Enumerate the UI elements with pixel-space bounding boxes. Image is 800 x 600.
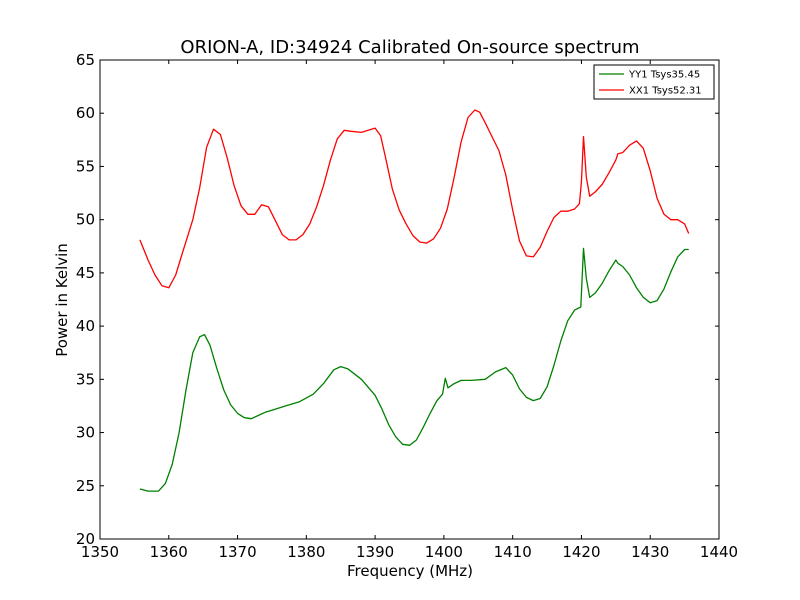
x-axis-label: Frequency (MHz)	[347, 562, 473, 580]
x-tick-label: 1390	[356, 543, 394, 561]
plot-area	[100, 60, 719, 539]
legend-label-yy1: YY1 Tsys35.45	[628, 70, 700, 81]
y-tick-label: 40	[76, 317, 95, 335]
y-tick-label: 65	[76, 51, 95, 69]
y-tick-label: 25	[76, 477, 95, 495]
x-tick-label: 1350	[81, 543, 119, 561]
plot-frame	[99, 59, 720, 540]
series-line-yy1	[139, 247, 689, 492]
y-tick-label: 35	[76, 370, 95, 388]
y-tick-label: 55	[76, 157, 95, 175]
legend-label-xx1: XX1 Tsys52.31	[629, 86, 702, 97]
x-tick-label: 1360	[150, 543, 188, 561]
x-tick-label: 1400	[425, 543, 463, 561]
legend-box	[593, 64, 715, 100]
x-tick-label: 1430	[631, 543, 669, 561]
y-tick-label: 20	[76, 530, 95, 548]
y-axis: 20 25 30 35 40 45 50 55 60 65	[76, 51, 719, 548]
x-tick-label: 1380	[287, 543, 325, 561]
y-tick-label: 45	[76, 264, 95, 282]
x-tick-label: 1440	[700, 543, 738, 561]
x-axis: 1350 1360 1370 1380 1390 1400 1410 1420 1430 1440	[81, 60, 738, 561]
x-tick-label: 1370	[218, 543, 256, 561]
y-tick-label: 30	[76, 424, 95, 442]
series-line-xx1	[139, 109, 690, 289]
legend: YY1 Tsys35.45 XX1 Tsys52.31	[593, 64, 715, 100]
x-tick-label: 1420	[562, 543, 600, 561]
y-axis-label: Power in Kelvin	[53, 243, 71, 357]
chart-title: ORION-A, ID:34924 Calibrated On-source s…	[180, 37, 639, 58]
y-tick-label: 60	[76, 104, 95, 122]
x-tick-label: 1410	[494, 543, 532, 561]
series-layer	[139, 109, 690, 492]
y-tick-label: 50	[76, 211, 95, 229]
